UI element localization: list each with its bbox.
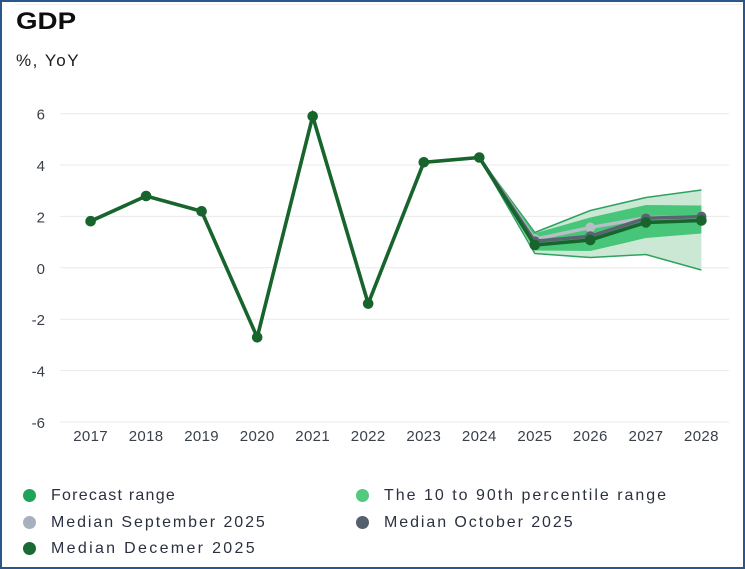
svg-text:2021: 2021 [295, 428, 330, 445]
svg-text:2027: 2027 [629, 428, 664, 445]
svg-text:2023: 2023 [406, 428, 441, 445]
svg-text:-2: -2 [32, 312, 45, 329]
svg-text:2019: 2019 [184, 428, 219, 445]
svg-text:2026: 2026 [573, 428, 608, 445]
svg-text:4: 4 [37, 158, 45, 175]
svg-text:6: 6 [37, 107, 45, 124]
svg-text:2017: 2017 [73, 428, 108, 445]
svg-text:2: 2 [37, 209, 45, 226]
svg-text:2024: 2024 [462, 428, 497, 445]
svg-text:0: 0 [37, 261, 45, 278]
svg-text:2028: 2028 [684, 428, 719, 445]
svg-text:2022: 2022 [351, 428, 386, 445]
svg-text:-4: -4 [32, 364, 45, 381]
svg-text:-6: -6 [32, 415, 45, 432]
svg-text:2020: 2020 [240, 428, 275, 445]
svg-text:2025: 2025 [517, 428, 552, 445]
svg-text:2018: 2018 [129, 428, 164, 445]
